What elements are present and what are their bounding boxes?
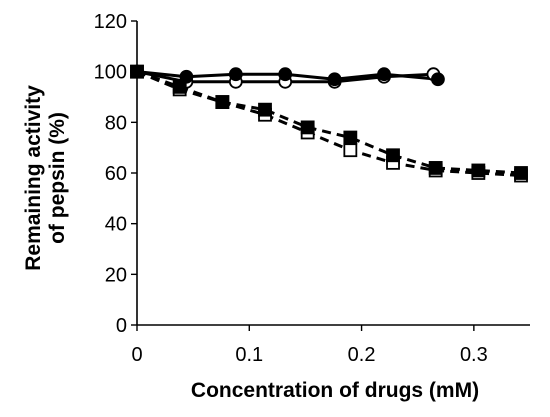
ticks-layer: 0 20 40 60 80 100 120 0 0.1 0.2 0.3 (94, 11, 488, 366)
y-axis-title-line-2: of pepsin (%) (46, 112, 69, 244)
marker-circle-filled (431, 72, 445, 87)
markers-layer (130, 64, 528, 183)
series-lines-layer (136, 70, 522, 178)
marker-circle-filled (327, 72, 342, 87)
marker-square-filled (343, 130, 358, 145)
marker-square-filled (471, 163, 486, 178)
marker-square-open (343, 143, 358, 158)
marker-square-filled (172, 79, 187, 94)
marker-square-filled (514, 166, 528, 180)
series-line-square-filled (136, 70, 522, 175)
marker-square-filled (258, 102, 272, 117)
marker-square-filled (386, 148, 400, 163)
y-tick-label: 40 (105, 214, 127, 236)
series-line-square-open (136, 70, 522, 178)
x-axis-title: Concentration of drugs (mM) (191, 379, 479, 402)
marker-circle-filled (278, 67, 293, 82)
x-tick-label: 0.2 (348, 344, 376, 366)
x-tick-label: 0.3 (460, 344, 488, 366)
marker-circle-filled (377, 67, 391, 82)
y-tick-label: 100 (94, 62, 127, 84)
y-tick-label: 60 (105, 163, 127, 185)
marker-square-filled (428, 161, 443, 175)
y-tick-label: 120 (94, 11, 127, 33)
x-tick-label: 0 (131, 344, 142, 366)
marker-square-filled (300, 120, 315, 135)
y-tick-label: 80 (105, 112, 127, 134)
marker-circle-filled (228, 67, 243, 82)
y-tick-label: 20 (105, 264, 127, 286)
y-axis-title-line-1: Remaining activity (22, 85, 45, 271)
marker-square-filled (215, 95, 230, 109)
x-tick-label: 0.1 (235, 344, 263, 366)
y-tick-label: 0 (116, 315, 127, 337)
